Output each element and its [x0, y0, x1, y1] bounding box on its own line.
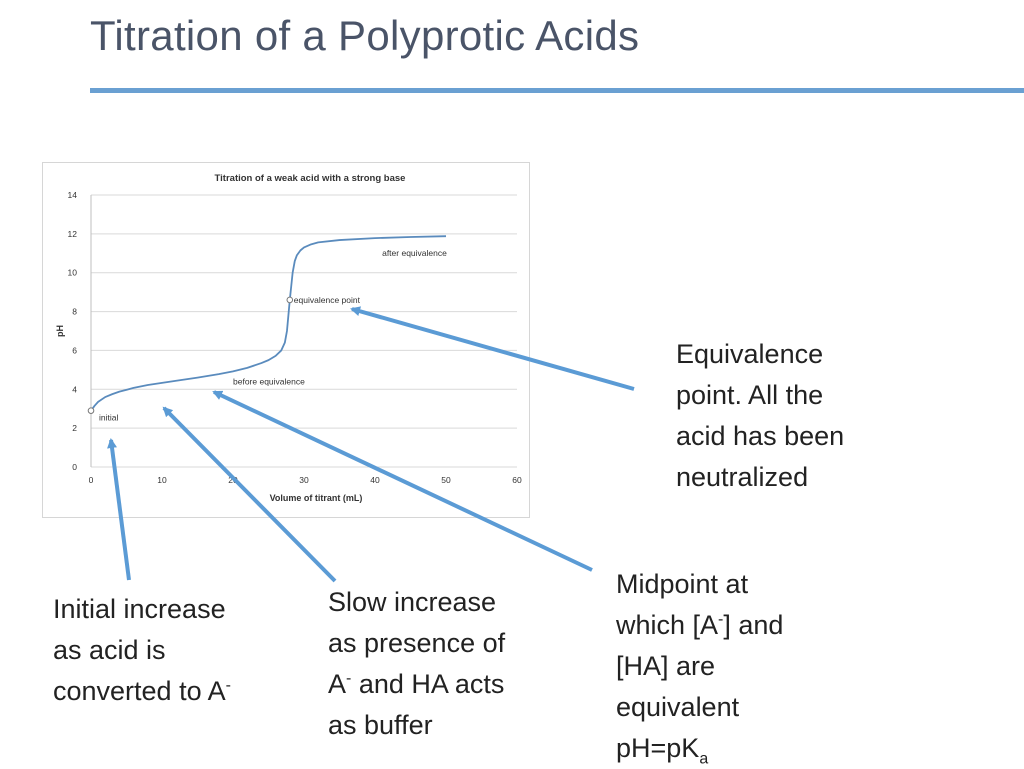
titration-chart: Titration of a weak acid with a strong b…: [42, 162, 530, 518]
callout-midpoint-line: pH=pKa: [616, 728, 783, 769]
y-tick-label: 4: [72, 384, 77, 394]
y-tick-label: 10: [68, 268, 78, 278]
callout-midpoint-sup: -: [718, 611, 724, 628]
x-tick-label: 40: [370, 475, 380, 485]
callout-slow-line: A- and HA acts: [328, 664, 505, 705]
callout-midpoint-line: equivalent: [616, 692, 740, 722]
arrow-slow: [162, 406, 337, 583]
callout-equivalence-line: point. All the: [676, 380, 824, 410]
callout-midpoint-sub: a: [699, 750, 709, 768]
series-line: [90, 235, 447, 412]
y-tick-label: 6: [72, 345, 77, 355]
x-tick-label: 50: [441, 475, 451, 485]
data-point: [286, 296, 294, 304]
callout-initial-sup: -: [225, 677, 231, 694]
callout-initial: Initial increase as acid is converted to…: [53, 589, 231, 712]
y-tick-label: 8: [72, 307, 77, 317]
title-rule: [90, 88, 1024, 93]
callout-midpoint-b: ] and: [723, 610, 784, 640]
callout-slow-line: Slow increase: [328, 587, 497, 617]
chart-title: Titration of a weak acid with a strong b…: [215, 173, 406, 184]
callout-midpoint-ph: pH=pK: [616, 733, 700, 763]
callout-equivalence-line: Equivalence: [676, 339, 824, 369]
callout-midpoint-line: which [A-] and: [616, 605, 783, 646]
y-axis-label: pH: [55, 325, 65, 337]
callout-equivalence-line: acid has been: [676, 421, 845, 451]
point-label: equivalence point: [294, 295, 361, 305]
y-tick-label: 12: [68, 229, 78, 239]
callout-midpoint-line: [HA] are: [616, 651, 716, 681]
callout-midpoint-a: which [A: [616, 610, 719, 640]
chart-annotation: before equivalence: [233, 376, 305, 386]
callout-equivalence: Equivalence point. All the acid has been…: [676, 334, 844, 498]
x-tick-label: 10: [157, 475, 167, 485]
point-label: initial: [99, 413, 118, 423]
callout-initial-text: converted to A: [53, 676, 226, 706]
callout-slow-line: as buffer: [328, 710, 433, 740]
x-tick-label: 30: [299, 475, 309, 485]
y-tick-label: 0: [72, 462, 77, 472]
callout-midpoint-line: Midpoint at: [616, 569, 749, 599]
callout-midpoint: Midpoint at which [A-] and [HA] are equi…: [616, 564, 783, 769]
arrow-initial: [107, 438, 131, 581]
callout-initial-line: Initial increase: [53, 594, 226, 624]
callout-slow-sup: -: [346, 670, 352, 687]
chart-svg: Titration of a weak acid with a strong b…: [55, 173, 522, 503]
callout-slow-b: and HA acts: [351, 669, 505, 699]
arrow-equivalence: [350, 306, 635, 391]
x-axis-label: Volume of titrant (mL): [270, 493, 363, 503]
data-point: [87, 407, 95, 414]
callout-slow-line: as presence of: [328, 628, 506, 658]
callout-slow-a: A: [328, 669, 347, 699]
x-tick-label: 60: [512, 475, 522, 485]
y-tick-label: 2: [72, 423, 77, 433]
callout-initial-line: converted to A-: [53, 671, 231, 712]
slide-title: Titration of a Polyprotic Acids: [90, 12, 640, 59]
x-tick-label: 0: [89, 475, 94, 485]
y-tick-label: 14: [68, 190, 78, 200]
chart-annotation: after equivalence: [382, 248, 447, 258]
callout-slow: Slow increase as presence of A- and HA a…: [328, 582, 505, 746]
callout-initial-line: as acid is: [53, 635, 166, 665]
callout-equivalence-line: neutralized: [676, 462, 809, 492]
arrow-midpoint: [212, 390, 593, 572]
